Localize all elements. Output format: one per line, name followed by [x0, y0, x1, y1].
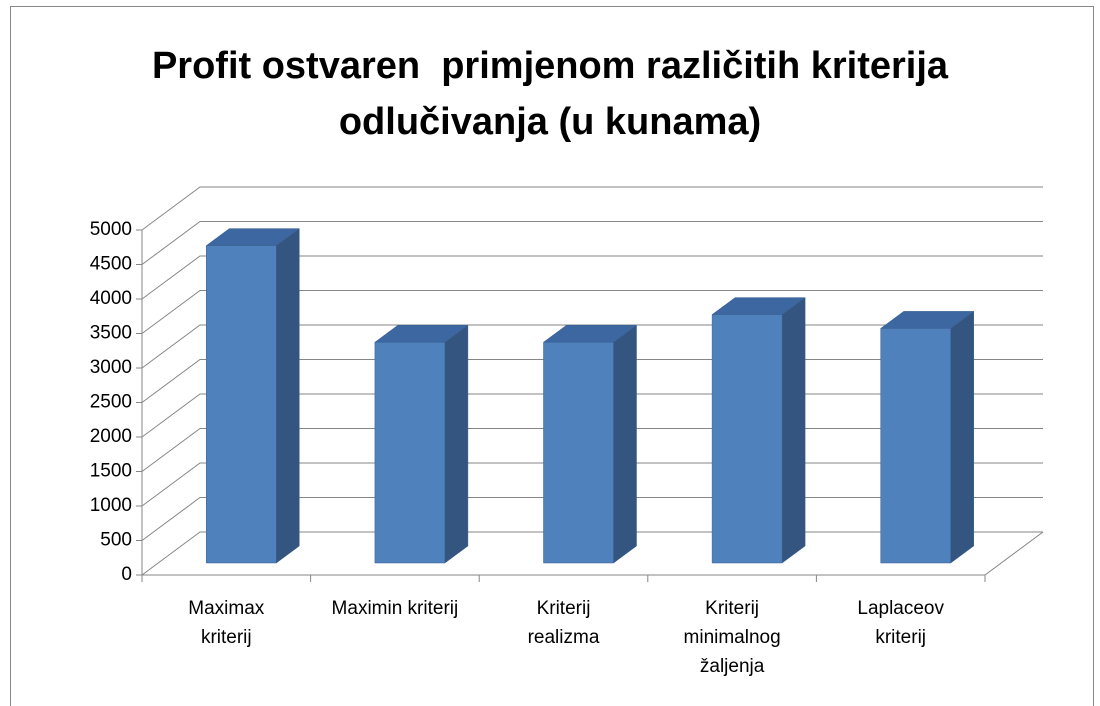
- bar-side: [781, 297, 806, 564]
- frame: [10, 6, 1094, 706]
- bar-side: [613, 324, 637, 564]
- y-tick-label: 4000: [90, 288, 132, 309]
- x-tick-label: Maximin kriterij: [331, 598, 459, 619]
- bar-front: [880, 328, 951, 564]
- bar: [542, 324, 638, 564]
- bar-front: [543, 341, 614, 564]
- y-tick-label: 3500: [90, 323, 132, 344]
- x-tick-label: Laplaceov kriterij: [857, 598, 944, 648]
- bar-front: [206, 245, 277, 564]
- bar: [879, 310, 975, 564]
- bar: [374, 324, 469, 564]
- bar-side: [950, 310, 974, 564]
- x-tick-label: Kriterij minimalnog žaljenja: [683, 598, 781, 677]
- bar: [205, 228, 301, 564]
- y-tick-label: 500: [100, 530, 132, 551]
- bar-front: [374, 341, 446, 564]
- y-tick-label: 5000: [90, 219, 132, 240]
- bar: [711, 297, 806, 564]
- grid-line: [141, 221, 1043, 265]
- bar-front: [711, 314, 783, 564]
- x-tick-label: Kriterij realizma: [527, 598, 600, 648]
- grid-line: [141, 290, 1043, 334]
- y-tick-label: 3000: [90, 357, 132, 378]
- x-tick-label: Maximax kriterij: [188, 598, 265, 648]
- y-tick-label: 0: [121, 564, 132, 585]
- y-tick-label: 2000: [90, 426, 132, 447]
- bar-side: [276, 228, 300, 564]
- y-tick-label: 1000: [90, 495, 132, 516]
- y-tick-label: 2500: [90, 392, 132, 413]
- chart-title: Profit ostvaren primjenom različitih kri…: [151, 45, 959, 143]
- bar-side: [444, 324, 469, 564]
- grid-line: [141, 255, 1043, 300]
- y-tick-label: 4500: [90, 254, 132, 275]
- grid-line: [141, 186, 1043, 231]
- y-tick-label: 1500: [90, 461, 132, 482]
